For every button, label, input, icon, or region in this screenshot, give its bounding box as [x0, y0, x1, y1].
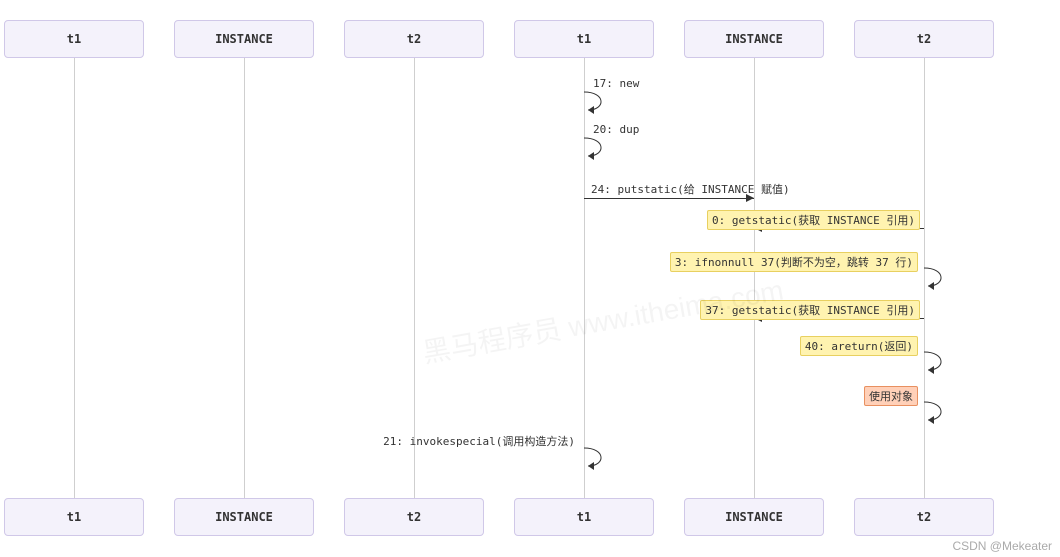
participant-box: INSTANCE [174, 498, 314, 536]
self-message-loop [924, 402, 958, 430]
message-label: 使用对象 [864, 386, 918, 406]
message-label: 0: getstatic(获取 INSTANCE 引用) [707, 210, 920, 230]
participant-box: t1 [4, 498, 144, 536]
message-arrow [584, 198, 754, 199]
participant-box: t2 [344, 498, 484, 536]
self-message-loop [584, 138, 618, 166]
message-label: 37: getstatic(获取 INSTANCE 引用) [700, 300, 920, 320]
message-label: 24: putstatic(给 INSTANCE 赋值) [588, 180, 793, 198]
lifeline [754, 58, 755, 498]
footer-attribution: CSDN @Mekeater [952, 539, 1052, 553]
self-message-loop [924, 352, 958, 380]
participant-box: t2 [854, 498, 994, 536]
message-label: 20: dup [590, 122, 642, 137]
participant-box: INSTANCE [174, 20, 314, 58]
message-label: 40: areturn(返回) [800, 336, 918, 356]
participant-box: t2 [344, 20, 484, 58]
message-label: 3: ifnonnull 37(判断不为空，跳转 37 行) [670, 252, 918, 272]
watermark: 黑马程序员 www.itheima.com [419, 269, 786, 372]
self-message-loop [584, 92, 618, 120]
self-message-loop [584, 448, 618, 476]
participant-box: INSTANCE [684, 498, 824, 536]
lifeline [244, 58, 245, 498]
self-message-loop [924, 268, 958, 296]
participant-box: t1 [514, 20, 654, 58]
lifeline [74, 58, 75, 498]
message-label: 17: new [590, 76, 642, 91]
participant-box: t2 [854, 20, 994, 58]
participant-box: t1 [514, 498, 654, 536]
lifeline [584, 58, 585, 498]
participant-box: INSTANCE [684, 20, 824, 58]
message-label: 21: invokespecial(调用构造方法) [380, 432, 578, 450]
participant-box: t1 [4, 20, 144, 58]
